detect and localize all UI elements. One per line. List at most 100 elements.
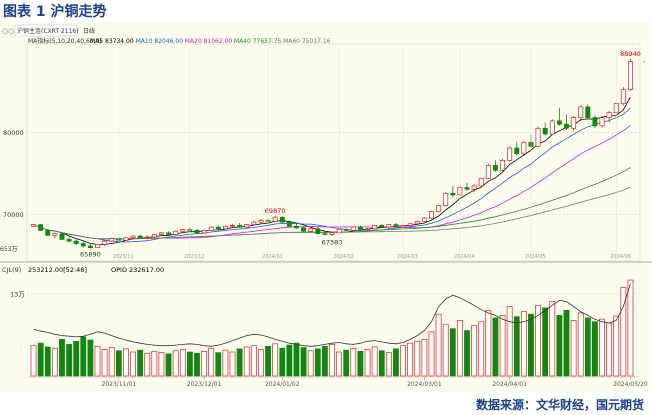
volume-bar (542, 307, 549, 377)
candle (251, 220, 257, 226)
candle-body (301, 227, 307, 232)
date-label: 2023/12/01 (187, 381, 222, 388)
candle (329, 232, 335, 237)
volume-bar (584, 317, 591, 377)
month-marker-label: 2024/02 (333, 254, 354, 260)
candle (123, 236, 129, 242)
volume-bar (371, 346, 378, 377)
candle-body (293, 225, 299, 229)
candle-body (549, 120, 555, 135)
volume-bar (485, 310, 492, 377)
candle (322, 231, 328, 236)
candle (230, 223, 235, 228)
candle (38, 223, 44, 232)
candle (244, 223, 250, 228)
volume-bar (364, 349, 371, 377)
volume-bar (130, 351, 136, 377)
volume-bar (414, 340, 421, 377)
ma-readout-1: MA10 82046.00 (136, 38, 184, 45)
volume-tick-label: 13万 (10, 290, 25, 298)
candle (279, 216, 285, 223)
ma-readout-2: MA20 81062.00 (185, 38, 233, 45)
volume-bar (385, 352, 392, 377)
contract-selector[interactable] (14, 24, 78, 37)
candle-body (585, 106, 591, 118)
volume-bar (407, 342, 414, 377)
candle-body (393, 224, 399, 227)
volume-bar (577, 312, 584, 377)
period-label[interactable]: 日线 (83, 27, 95, 35)
candle (151, 233, 157, 238)
month-marker-label: 2024/04 (454, 254, 475, 260)
volume-bar (272, 343, 279, 377)
candle (293, 223, 299, 229)
candle (357, 225, 363, 231)
candle-body (237, 225, 243, 228)
candle-body (421, 217, 427, 222)
candle (308, 227, 314, 233)
volume-bars (30, 279, 634, 377)
volume-bar (94, 345, 101, 377)
candle-body (95, 244, 100, 249)
month-marker-label: 2023/11 (113, 254, 134, 260)
volume-bar (123, 348, 129, 377)
candle-body (244, 224, 250, 228)
candle (137, 234, 143, 239)
volume-bar (563, 310, 570, 377)
volume-bar (66, 344, 72, 377)
candle (73, 239, 79, 246)
candle (343, 227, 349, 232)
volume-bar (478, 321, 485, 377)
toolbar-icons[interactable]: ○○ (2, 27, 14, 35)
open-interest-line (33, 283, 631, 347)
volume-bar (520, 311, 527, 377)
vol-label: CJL(9) (2, 266, 21, 274)
ma60-line (33, 186, 631, 240)
candle (620, 87, 626, 106)
volume-bar (535, 304, 541, 377)
volume-bar (165, 353, 172, 377)
candle-body (230, 225, 235, 227)
candle-body (599, 117, 605, 127)
volume-bar (87, 339, 94, 377)
opid-polyline (33, 283, 631, 347)
candle (258, 218, 264, 224)
candle-body (215, 226, 221, 230)
candle-body (429, 211, 434, 219)
candle-body (407, 223, 413, 226)
volume-bar (314, 348, 321, 377)
candle (450, 185, 456, 198)
volume-bar (229, 351, 236, 377)
candle (592, 115, 598, 129)
volume-bar (570, 320, 577, 377)
volume-bar (172, 350, 179, 377)
volume-bar (73, 340, 80, 377)
candle-body (464, 187, 470, 190)
volume-bar (108, 347, 115, 377)
candle (542, 122, 548, 136)
volume-bar (492, 317, 499, 377)
candle (386, 223, 392, 229)
candle-body (222, 225, 228, 230)
candle-body (144, 236, 150, 239)
candle-body (507, 147, 513, 161)
candle (393, 222, 399, 228)
candle (627, 58, 633, 92)
candle-body (208, 226, 214, 231)
price-annotation: 69870 (265, 207, 286, 215)
candle-body (52, 233, 58, 236)
candle-body (564, 123, 569, 129)
volume-bar (44, 346, 51, 377)
candle (208, 226, 214, 232)
contract-label[interactable]: 沪铜主连(CXRT 2116) (17, 27, 79, 35)
candle (421, 217, 427, 223)
candle (485, 163, 491, 180)
candle-body (365, 228, 371, 230)
price-axis: 70000 80000 653万 - (0, 59, 645, 253)
candle (521, 140, 527, 155)
candle-body (286, 221, 292, 227)
candle (443, 191, 449, 207)
candle (301, 226, 307, 233)
volume-bar (265, 345, 271, 377)
volume-bar (300, 347, 307, 377)
